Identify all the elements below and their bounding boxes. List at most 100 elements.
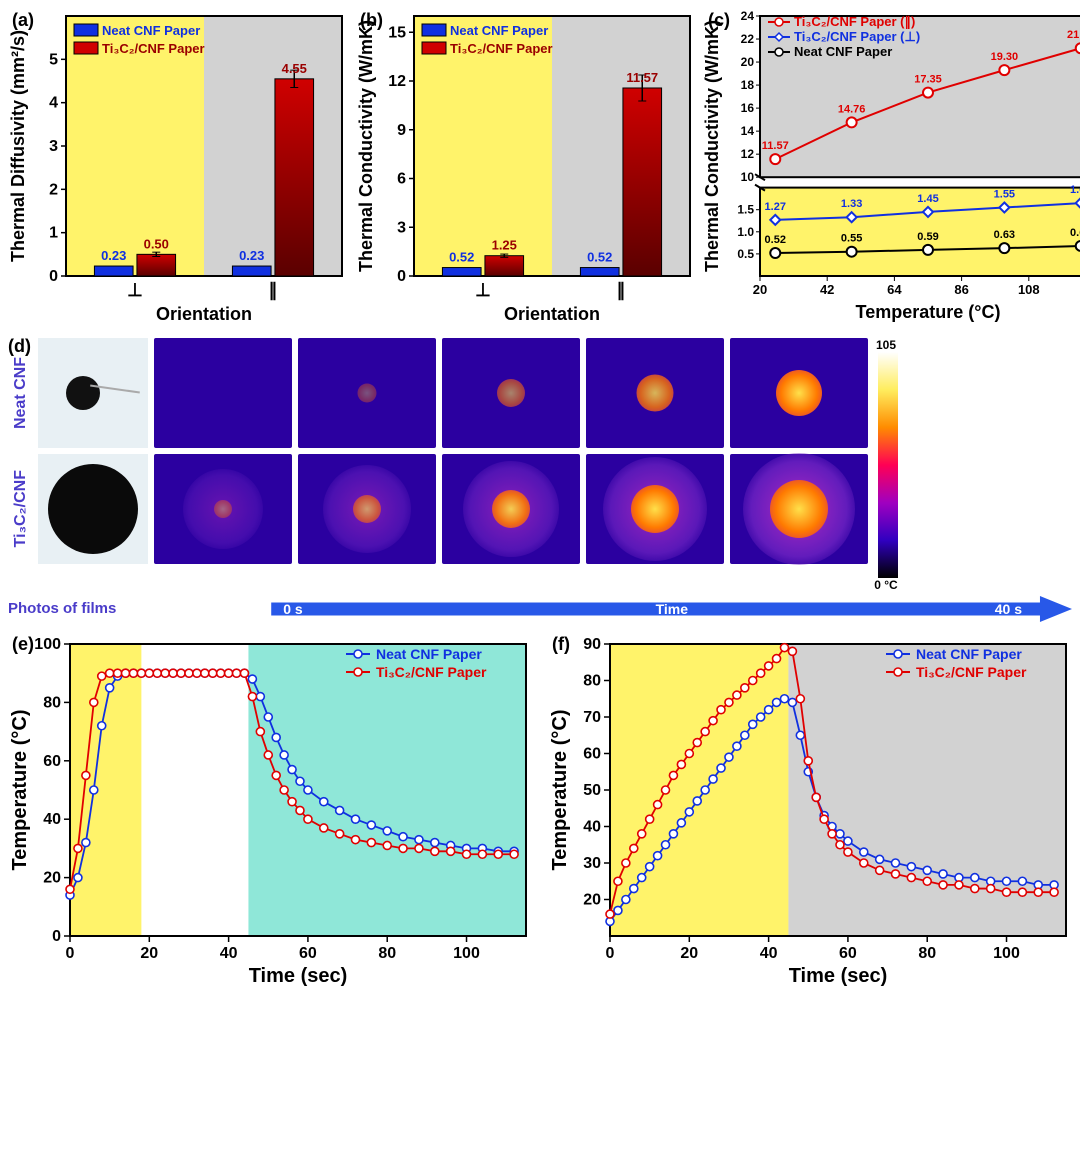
photo-neat-cnf <box>38 338 148 448</box>
svg-text:Temperature (°C): Temperature (°C) <box>856 302 1001 322</box>
svg-text:Orientation: Orientation <box>504 304 600 324</box>
svg-text:3: 3 <box>49 138 58 155</box>
svg-text:14.76: 14.76 <box>838 103 866 115</box>
svg-text:(b): (b) <box>360 10 383 30</box>
row-label-neat: Neat CNF <box>12 357 32 429</box>
svg-text:60: 60 <box>299 945 317 962</box>
svg-text:42: 42 <box>820 282 834 297</box>
svg-text:0: 0 <box>66 945 75 962</box>
panel-e: 020406080100020406080100Temperature (°C)… <box>8 632 536 992</box>
svg-text:Ti₃C₂/CNF Paper: Ti₃C₂/CNF Paper <box>916 664 1027 680</box>
svg-text:0.68: 0.68 <box>1070 227 1080 239</box>
svg-text:Ti₃C₂/CNF Paper: Ti₃C₂/CNF Paper <box>450 41 553 56</box>
svg-text:0.52: 0.52 <box>449 250 474 265</box>
svg-text:Time (sec): Time (sec) <box>789 965 888 987</box>
svg-text:0: 0 <box>606 945 615 962</box>
svg-text:0: 0 <box>397 268 406 285</box>
svg-text:21.20: 21.20 <box>1067 29 1080 41</box>
svg-text:16: 16 <box>741 101 755 115</box>
colorbar-max: 105 <box>876 338 896 352</box>
svg-text:50: 50 <box>583 782 601 799</box>
svg-text:14: 14 <box>741 124 755 138</box>
svg-text:0.5: 0.5 <box>737 247 754 261</box>
svg-text:0.50: 0.50 <box>144 236 169 251</box>
svg-text:19.30: 19.30 <box>991 51 1019 63</box>
svg-text:22: 22 <box>741 32 755 46</box>
svg-text:∥: ∥ <box>617 280 626 301</box>
svg-text:10: 10 <box>741 170 755 184</box>
svg-text:Neat CNF Paper: Neat CNF Paper <box>102 23 200 38</box>
panel-b: 03691215Thermal Conductivity (W/mK)⊥0.52… <box>356 8 696 328</box>
svg-text:1.0: 1.0 <box>737 225 754 239</box>
thermal-frame <box>730 454 868 564</box>
svg-text:11.57: 11.57 <box>626 70 658 85</box>
svg-text:0.23: 0.23 <box>101 248 126 263</box>
svg-text:0.63: 0.63 <box>994 229 1015 241</box>
panel-d: (d) Neat CNF Ti₃C₂/CNF 105 0 °C <box>8 338 1072 622</box>
svg-text:40: 40 <box>760 945 778 962</box>
svg-text:Ti₃C₂/CNF Paper (∥): Ti₃C₂/CNF Paper (∥) <box>794 14 915 30</box>
svg-text:Ti₃C₂/CNF Paper (⊥): Ti₃C₂/CNF Paper (⊥) <box>794 29 920 44</box>
panel-d-label: (d) <box>8 336 31 357</box>
svg-text:15: 15 <box>388 24 406 41</box>
svg-text:⊥: ⊥ <box>127 280 143 300</box>
svg-text:Thermal Conductivity (W/mK): Thermal Conductivity (W/mK) <box>704 20 722 272</box>
svg-text:40: 40 <box>583 819 601 836</box>
svg-text:24: 24 <box>741 9 755 23</box>
svg-text:20: 20 <box>43 870 61 887</box>
svg-text:0: 0 <box>49 268 58 285</box>
svg-text:108: 108 <box>1018 282 1040 297</box>
svg-text:80: 80 <box>918 945 936 962</box>
svg-text:Neat CNF Paper: Neat CNF Paper <box>794 44 892 59</box>
row-label-ti3c2: Ti₃C₂/CNF <box>12 470 32 547</box>
svg-text:Thermal Conductivity (W/mK): Thermal Conductivity (W/mK) <box>356 20 376 272</box>
svg-text:⊥: ⊥ <box>475 280 491 300</box>
svg-text:100: 100 <box>453 945 480 962</box>
thermal-frame <box>730 338 868 448</box>
svg-text:Time (sec): Time (sec) <box>249 965 348 987</box>
svg-text:3: 3 <box>397 219 406 236</box>
panel-f: 0204060801002030405060708090Temperature … <box>548 632 1076 992</box>
thermal-frame <box>154 454 292 564</box>
svg-text:70: 70 <box>583 709 601 726</box>
colorbar-min: 0 °C <box>874 578 897 592</box>
svg-text:1.25: 1.25 <box>492 238 517 253</box>
svg-text:60: 60 <box>43 753 61 770</box>
svg-text:6: 6 <box>397 171 406 188</box>
panel-c: 10121416182022240.51.01.520426486108130T… <box>704 8 1080 328</box>
svg-text:(f): (f) <box>552 634 570 654</box>
svg-text:2: 2 <box>49 181 58 198</box>
svg-text:(e): (e) <box>12 634 34 654</box>
svg-text:0.59: 0.59 <box>917 231 938 243</box>
photo-ti3c2-cnf <box>38 454 148 564</box>
svg-text:∥: ∥ <box>269 280 278 301</box>
svg-text:0: 0 <box>52 928 61 945</box>
svg-text:12: 12 <box>741 147 755 161</box>
svg-text:(a): (a) <box>12 10 34 30</box>
svg-text:9: 9 <box>397 122 406 139</box>
thermal-frame <box>298 454 436 564</box>
svg-text:1.5: 1.5 <box>737 203 754 217</box>
svg-text:Orientation: Orientation <box>156 304 252 324</box>
svg-text:Ti₃C₂/CNF Paper: Ti₃C₂/CNF Paper <box>376 664 487 680</box>
svg-text:90: 90 <box>583 636 601 653</box>
svg-text:80: 80 <box>583 673 601 690</box>
svg-text:1.55: 1.55 <box>994 188 1015 200</box>
svg-text:100: 100 <box>993 945 1020 962</box>
svg-text:1: 1 <box>49 225 58 242</box>
svg-text:Ti₃C₂/CNF Paper: Ti₃C₂/CNF Paper <box>102 41 205 56</box>
svg-text:20: 20 <box>753 282 767 297</box>
svg-text:17.35: 17.35 <box>914 74 942 86</box>
svg-text:64: 64 <box>887 282 902 297</box>
svg-text:1.33: 1.33 <box>841 198 862 210</box>
svg-text:Neat CNF Paper: Neat CNF Paper <box>916 646 1022 662</box>
thermal-frame <box>298 338 436 448</box>
thermal-colorbar <box>878 352 898 578</box>
svg-text:0.55: 0.55 <box>841 233 862 245</box>
svg-text:Temperature (°C): Temperature (°C) <box>549 710 571 871</box>
svg-text:0.52: 0.52 <box>765 234 786 246</box>
svg-text:20: 20 <box>140 945 158 962</box>
svg-text:40: 40 <box>43 811 61 828</box>
svg-text:80: 80 <box>378 945 396 962</box>
thermal-frame <box>442 338 580 448</box>
